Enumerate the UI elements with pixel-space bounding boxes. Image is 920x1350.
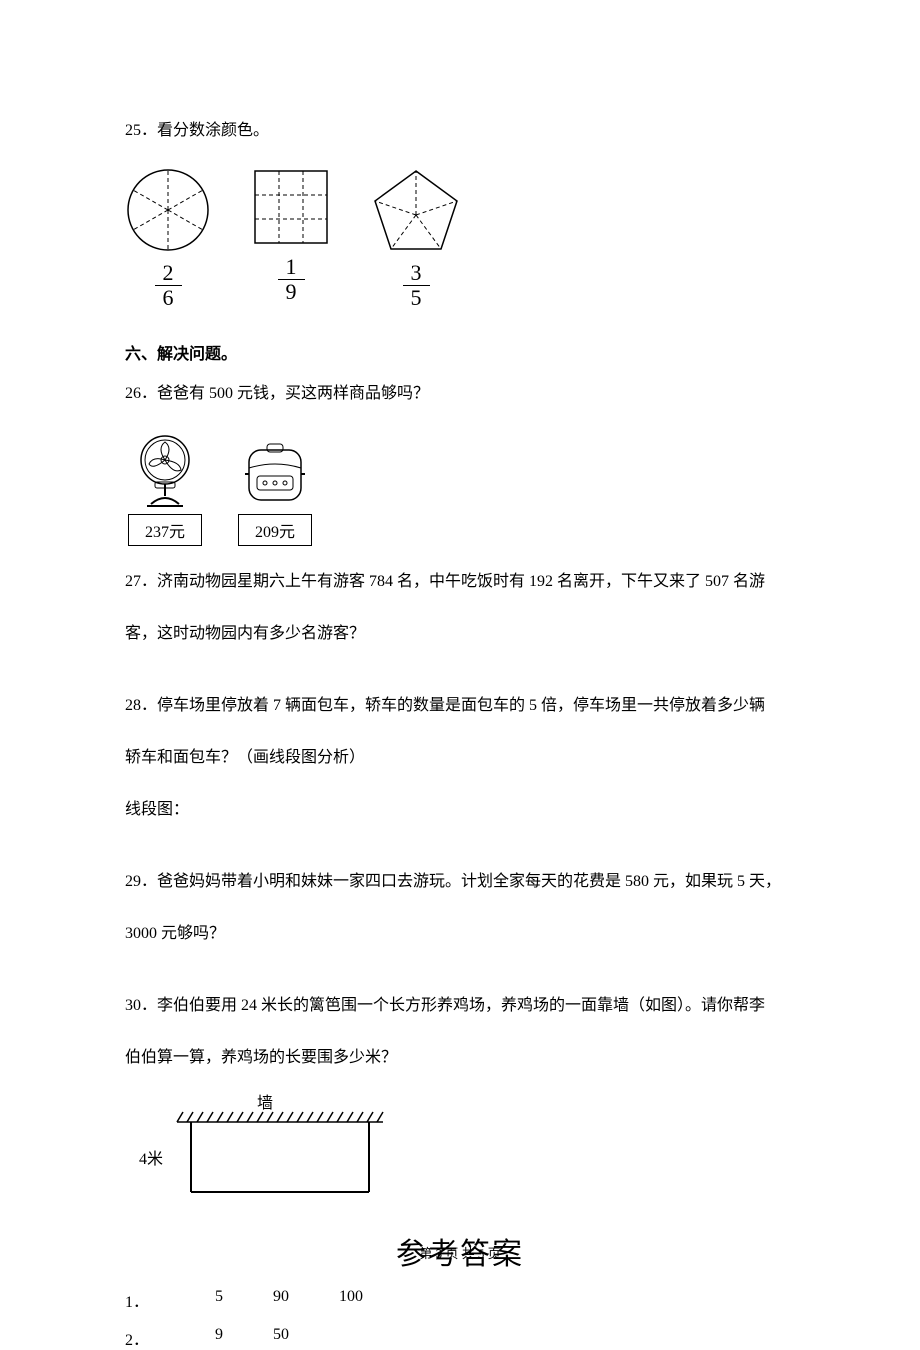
answer-num: 2． — [125, 1326, 165, 1350]
question-30-line1: 30．李伯伯要用 24 米长的篱笆围一个长方形养鸡场，养鸡场的一面靠墙（如图）。… — [125, 990, 795, 1022]
fraction-den: 5 — [403, 286, 430, 310]
section-6-header: 六、解决问题。 — [125, 340, 795, 364]
circle-shape-block: 2 6 — [125, 167, 211, 310]
wall-rectangle-icon: 墙 4米 — [135, 1094, 395, 1204]
question-27-line1: 27．济南动物园星期六上午有游客 784 名，中午吃饭时有 192 名离开，下午… — [125, 566, 795, 598]
fraction-square: 1 9 — [278, 255, 305, 304]
answer-row-1: 1． 5 90 100 — [125, 1288, 795, 1312]
pentagon-shape-block: 3 5 — [371, 167, 461, 310]
answer-num: 1． — [125, 1288, 165, 1312]
q26-text: 爸爸有 500 元钱，买这两样商品够吗？ — [157, 385, 429, 402]
q25-label: 25． — [125, 122, 157, 139]
fraction-circle: 2 6 — [155, 261, 182, 310]
question-28-line3: 线段图： — [125, 794, 795, 826]
price-cooker: 209元 — [238, 514, 312, 546]
answer-row-2: 2． 9 50 — [125, 1326, 795, 1350]
wall-label: 墙 — [257, 1094, 273, 1112]
fraction-num: 1 — [278, 255, 305, 280]
q25-shapes-row: 2 6 1 9 3 5 — [125, 167, 795, 310]
q26-products-row: 237元 209元 — [125, 430, 795, 546]
answer-val: 9 — [215, 1326, 223, 1350]
answer-val: 5 — [215, 1288, 223, 1312]
q27-label: 27． — [125, 573, 157, 590]
square-grid-icon — [251, 167, 331, 247]
question-25: 25．看分数涂颜色。 — [125, 115, 795, 147]
answer-val: 90 — [273, 1288, 289, 1312]
question-30-line2: 伯伯算一算，养鸡场的长要围多少米？ — [125, 1042, 795, 1074]
fraction-num: 3 — [403, 261, 430, 286]
fraction-den: 9 — [278, 280, 305, 304]
question-29-line2: 3000 元够吗？ — [125, 918, 795, 950]
pentagon-divided-icon — [371, 167, 461, 253]
product-fan: 237元 — [125, 430, 205, 546]
fraction-den: 6 — [155, 286, 182, 310]
fraction-num: 2 — [155, 261, 182, 286]
q29-text1: 爸爸妈妈带着小明和妹妹一家四口去游玩。计划全家每天的花费是 580 元，如果玩 … — [157, 873, 781, 890]
q28-label: 28． — [125, 697, 157, 714]
rice-cooker-icon — [235, 430, 315, 510]
q27-text1: 济南动物园星期六上午有游客 784 名，中午吃饭时有 192 名离开，下午又来了… — [157, 573, 765, 590]
page-footer: 第 3 页 共 5 页 — [0, 1243, 920, 1262]
q28-text1: 停车场里停放着 7 辆面包车，轿车的数量是面包车的 5 倍，停车场里一共停放着多… — [157, 697, 765, 714]
price-fan: 237元 — [128, 514, 202, 546]
fraction-pentagon: 3 5 — [403, 261, 430, 310]
fan-icon — [125, 430, 205, 510]
q30-label: 30． — [125, 997, 157, 1014]
side-length-label: 4米 — [139, 1150, 163, 1168]
product-cooker: 209元 — [235, 430, 315, 546]
question-26: 26．爸爸有 500 元钱，买这两样商品够吗？ — [125, 378, 795, 410]
circle-divided-icon — [125, 167, 211, 253]
q25-text: 看分数涂颜色。 — [157, 122, 269, 139]
q29-label: 29． — [125, 873, 157, 890]
question-27-line2: 客，这时动物园内有多少名游客？ — [125, 618, 795, 650]
question-29-line1: 29．爸爸妈妈带着小明和妹妹一家四口去游玩。计划全家每天的花费是 580 元，如… — [125, 866, 795, 898]
q26-label: 26． — [125, 385, 157, 402]
question-28-line1: 28．停车场里停放着 7 辆面包车，轿车的数量是面包车的 5 倍，停车场里一共停… — [125, 690, 795, 722]
square-shape-block: 1 9 — [251, 167, 331, 304]
answer-val: 100 — [339, 1288, 363, 1312]
q30-text1: 李伯伯要用 24 米长的篱笆围一个长方形养鸡场，养鸡场的一面靠墙（如图）。请你帮… — [157, 997, 765, 1014]
answer-val: 50 — [273, 1326, 289, 1350]
wall-diagram: 墙 4米 — [135, 1094, 795, 1209]
question-28-line2: 轿车和面包车？（画线段图分析） — [125, 742, 795, 774]
